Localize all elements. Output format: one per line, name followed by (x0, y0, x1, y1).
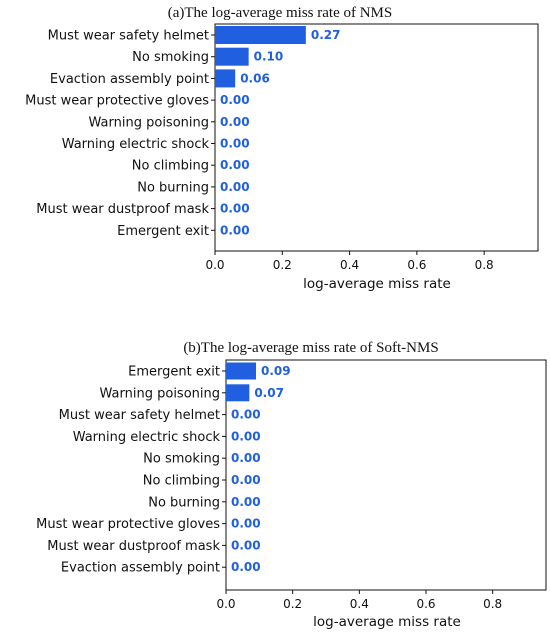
panel-b-x-tick-label: 0.4 (350, 597, 369, 611)
panel-b-value-label: 0.00 (231, 451, 261, 465)
panel-b-value-label: 0.09 (261, 364, 291, 378)
panel-a-x-tick-label: 0.0 (205, 258, 224, 272)
panel-a-x-tick-label: 0.4 (340, 258, 359, 272)
panel-a-x-axis-label: log-average miss rate (303, 276, 451, 292)
panel-b-soft-nms: (b)The log-average miss rate of Soft-NMS… (36, 340, 547, 630)
panel-b-category-label: Evaction assembly point (61, 561, 220, 576)
panel-a-value-label: 0.00 (220, 223, 250, 237)
panel-b-value-label: 0.00 (231, 560, 261, 574)
panel-b-x-tick-label: 0.2 (283, 597, 302, 611)
panel-b-title: (b)The log-average miss rate of Soft-NMS (183, 340, 438, 356)
panel-b-category-label: Must wear protective gloves (36, 517, 220, 532)
panel-b-x-tick-label: 0.0 (216, 597, 235, 611)
panel-a-value-label: 0.10 (254, 50, 284, 64)
panel-a-category-label: Must wear dustproof mask (36, 202, 209, 217)
panel-b-plot-frame (225, 359, 547, 591)
panel-b-x-axis-label: log-average miss rate (313, 614, 461, 630)
panel-a-value-label: 0.06 (240, 71, 270, 85)
panel-b-category-label: Emergent exit (128, 365, 220, 380)
panel-b-value-label: 0.00 (231, 517, 261, 531)
panel-a-value-label: 0.27 (311, 28, 341, 42)
panel-a-category-label: Warning electric shock (62, 137, 210, 152)
panel-b-value-label: 0.00 (231, 495, 261, 509)
panel-a-category-label: No burning (137, 180, 209, 195)
panel-a-value-label: 0.00 (220, 137, 250, 151)
panel-b-value-label: 0.00 (231, 473, 261, 487)
panel-a-category-label: No smoking (132, 50, 209, 65)
panel-b-category-label: Must wear safety helmet (59, 408, 220, 423)
panel-a-nms: (a)The log-average miss rate of NMS log-… (25, 5, 539, 292)
panel-a-title: (a)The log-average miss rate of NMS (168, 5, 393, 21)
panel-a-category-label: Must wear safety helmet (48, 29, 209, 44)
panel-a-x-tick-label: 0.8 (475, 258, 494, 272)
panel-b-category-label: Warning electric shock (73, 430, 221, 445)
panel-b-category-label: Must wear dustproof mask (47, 539, 220, 554)
panel-b-category-label: Warning poisoning (100, 386, 220, 401)
panel-b-category-label: No climbing (143, 474, 220, 489)
panel-a-value-label: 0.00 (220, 180, 250, 194)
panel-b-category-label: No burning (148, 495, 220, 510)
panel-b-value-label: 0.00 (231, 429, 261, 443)
panel-a-category-label: Evaction assembly point (50, 72, 209, 87)
panel-a-bar (215, 69, 236, 88)
panel-a-x-tick-label: 0.2 (273, 258, 292, 272)
panel-a-bar (215, 47, 249, 66)
panel-a-category-label: Warning poisoning (89, 115, 209, 130)
panel-a-value-label: 0.00 (220, 93, 250, 107)
panel-a-value-label: 0.00 (220, 202, 250, 216)
panel-a-value-label: 0.00 (220, 115, 250, 129)
panel-b-x-tick-label: 0.8 (483, 597, 502, 611)
panel-b-bar (226, 362, 256, 380)
panel-a-x-tick-label: 0.6 (407, 258, 426, 272)
panel-b-value-label: 0.00 (231, 538, 261, 552)
panel-a-value-label: 0.00 (220, 158, 250, 172)
panel-a-bar (215, 26, 306, 44)
panel-a-category-label: Must wear protective gloves (25, 94, 209, 109)
panel-b-value-label: 0.07 (254, 386, 284, 400)
panel-b-value-label: 0.00 (231, 408, 261, 422)
panel-a-plot-frame (214, 23, 539, 252)
panel-b-x-tick-label: 0.6 (416, 597, 435, 611)
panel-a-category-label: Emergent exit (117, 224, 209, 239)
panel-b-category-label: No smoking (143, 452, 220, 467)
panel-b-bar (226, 384, 250, 402)
panel-a-category-label: No climbing (132, 159, 209, 174)
